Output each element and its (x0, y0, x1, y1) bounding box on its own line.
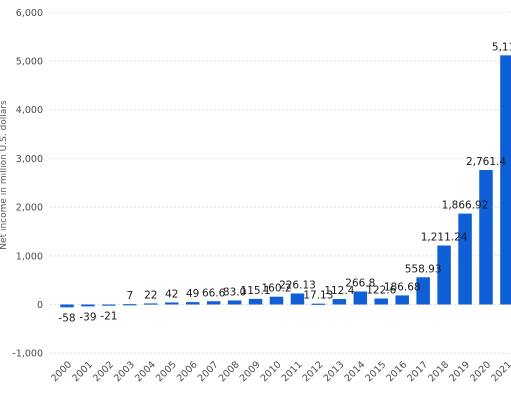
bar (332, 299, 347, 305)
bar (81, 304, 95, 307)
x-tick-label: 2010 (259, 359, 284, 384)
data-label: 66.6 (202, 287, 226, 299)
bar (374, 298, 388, 305)
y-axis-label: Net income in million U.S. dollars (0, 100, 9, 250)
bar (353, 291, 368, 305)
x-tick-label: 2011 (280, 359, 305, 384)
data-label: -39 (79, 311, 96, 323)
bar (437, 245, 451, 305)
data-label: 49 (186, 288, 199, 300)
data-label: -21 (100, 311, 117, 323)
bar (206, 301, 221, 305)
data-label: 42 (165, 288, 178, 300)
y-axis: -1,000 0 1,000 2,000 3,000 4,000 5,000 6,000 (12, 8, 43, 360)
y-tick-label: 3,000 (16, 154, 43, 165)
x-tick-label: 2003 (112, 359, 137, 384)
data-label: 7 (127, 290, 134, 302)
x-tick-label: 2005 (154, 359, 179, 384)
data-label: -58 (58, 312, 75, 324)
x-tick-label: 2006 (175, 359, 200, 384)
y-tick-label: 4,000 (16, 105, 43, 116)
x-tick-label: 2015 (363, 359, 388, 384)
data-label: 115.1 (241, 285, 271, 297)
x-tick-label: 2017 (405, 359, 430, 384)
data-labels: -58 -39 -21 7 22 42 49 66.683.0115.1160.2226.13… (58, 41, 511, 324)
x-tick-label: 2007 (196, 359, 221, 384)
bar (248, 298, 263, 305)
data-label: 22 (144, 289, 157, 301)
data-label: 83.0 (223, 286, 246, 298)
data-label: 2,761.4 (466, 156, 506, 168)
x-tick-label: 2002 (91, 359, 116, 384)
bar (479, 170, 493, 305)
bar (500, 55, 511, 305)
bar (102, 304, 116, 306)
data-label: 122.6 (366, 285, 396, 297)
x-tick-label: 2020 (468, 359, 493, 384)
x-tick-label: 2018 (426, 359, 451, 384)
y-tick-label: 6,000 (16, 8, 43, 19)
x-tick-label: 2001 (70, 359, 95, 384)
x-tick-label: 2009 (238, 359, 263, 384)
data-label: 17.13 (303, 290, 333, 302)
data-label: 558.93 (405, 263, 442, 275)
bar (311, 303, 326, 305)
y-tick-label: 0 (37, 300, 43, 311)
x-tick-label: 2019 (447, 359, 472, 384)
bar (269, 296, 284, 305)
data-label: 112.4 (324, 285, 354, 297)
x-tick-label: 2004 (133, 359, 158, 384)
bar (416, 277, 430, 305)
bar (144, 303, 158, 305)
y-tick-label: 5,000 (16, 57, 43, 68)
bar (165, 302, 179, 305)
x-tick-label: 2008 (217, 359, 242, 384)
data-label: 226.13 (279, 279, 316, 291)
data-label: 5,116 (492, 41, 511, 53)
x-tick-label: 2014 (343, 359, 368, 384)
data-label: 266.8 (345, 278, 375, 290)
bar (185, 302, 200, 305)
data-label: 186.68 (384, 281, 421, 293)
bar (60, 304, 74, 308)
x-tick-label: 2021 (489, 359, 511, 384)
x-axis: 2000200120022003200420052006200720082009… (49, 359, 511, 384)
data-label: 1,211.24 (421, 232, 468, 244)
bar (395, 295, 409, 305)
bar (123, 304, 137, 306)
bar (458, 213, 472, 305)
bar (227, 300, 242, 305)
bars (60, 55, 511, 308)
data-label: 1,866.92 (442, 200, 489, 212)
x-tick-label: 2000 (49, 359, 74, 384)
y-tick-label: 2,000 (16, 203, 43, 214)
x-tick-label: 2013 (322, 359, 347, 384)
x-tick-label: 2012 (301, 359, 326, 384)
y-tick-label: 1,000 (16, 251, 43, 262)
data-label: 160.2 (261, 283, 291, 295)
x-tick-label: 2016 (384, 359, 409, 384)
y-tick-label: -1,000 (12, 349, 43, 360)
bar (290, 293, 305, 305)
